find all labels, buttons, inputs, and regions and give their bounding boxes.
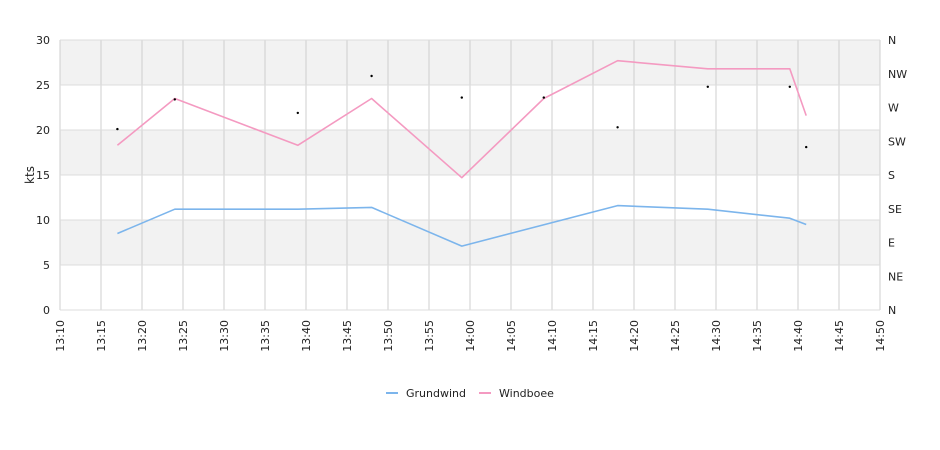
x-tick-label: 13:50 bbox=[382, 320, 395, 352]
x-tick-label: 14:40 bbox=[792, 320, 805, 352]
horizontal-gridlines bbox=[60, 39, 880, 311]
direction-points bbox=[116, 74, 808, 149]
direction-point bbox=[706, 85, 709, 89]
x-tick-label: 13:15 bbox=[95, 320, 108, 352]
x-tick-label: 14:05 bbox=[505, 320, 518, 352]
series-line-windboee bbox=[116, 59, 807, 179]
direction-tick-label: S bbox=[888, 169, 895, 182]
direction-tick-label: W bbox=[888, 102, 899, 115]
legend: Grundwind Windboee bbox=[386, 387, 554, 400]
direction-point bbox=[116, 127, 119, 131]
x-tick-label: 13:45 bbox=[341, 320, 354, 352]
direction-tick-label: N bbox=[888, 34, 896, 47]
direction-tick-label: SE bbox=[888, 203, 902, 216]
x-tick-label: 14:10 bbox=[546, 320, 559, 352]
direction-tick-label: SW bbox=[888, 135, 906, 148]
legend-label: Windboee bbox=[499, 387, 554, 400]
y-tick-label: 30 bbox=[36, 34, 50, 47]
x-tick-label: 13:55 bbox=[423, 320, 436, 352]
y-tick-label: 5 bbox=[43, 259, 50, 272]
direction-point bbox=[542, 96, 545, 99]
x-tick-label: 13:25 bbox=[177, 320, 190, 352]
y-tick-label: 10 bbox=[36, 214, 50, 227]
x-tick-label: 14:25 bbox=[669, 320, 682, 352]
direction-point bbox=[460, 96, 463, 99]
x-tick-label: 14:20 bbox=[628, 320, 641, 352]
series-layer bbox=[116, 59, 807, 247]
series-line-grundwind bbox=[117, 204, 807, 247]
y-axis-title: kts bbox=[23, 166, 37, 184]
y-tick-label: 0 bbox=[43, 304, 50, 317]
direction-point bbox=[805, 145, 808, 149]
x-tick-label: 13:40 bbox=[300, 320, 313, 352]
direction-point bbox=[296, 111, 299, 115]
legend-label: Grundwind bbox=[406, 387, 466, 400]
x-tick-label: 13:10 bbox=[54, 320, 67, 352]
x-tick-label: 14:15 bbox=[587, 320, 600, 352]
direction-tick-label: NW bbox=[888, 68, 907, 81]
x-axis-ticks: 13:10 13:15 13:20 13:25 13:30 13:35 13:40 13:45… bbox=[54, 320, 887, 352]
right-axis-ticks: N NE E SE S SW W NW N bbox=[888, 34, 907, 317]
y-axis-ticks: 0 5 10 15 20 25 30 bbox=[36, 34, 50, 317]
x-tick-label: 14:50 bbox=[874, 320, 887, 352]
direction-point bbox=[788, 85, 791, 89]
direction-tick-label: N bbox=[888, 304, 896, 317]
y-tick-label: 20 bbox=[36, 124, 50, 137]
x-tick-label: 14:00 bbox=[464, 320, 477, 352]
y-tick-label: 25 bbox=[36, 79, 50, 92]
y-tick-label: 15 bbox=[36, 169, 50, 182]
direction-tick-label: NE bbox=[888, 270, 903, 283]
x-tick-label: 14:30 bbox=[710, 320, 723, 352]
direction-tick-label: E bbox=[888, 237, 895, 250]
direction-point bbox=[370, 74, 373, 78]
x-tick-label: 14:35 bbox=[751, 320, 764, 352]
x-tick-label: 13:30 bbox=[218, 320, 231, 352]
direction-point bbox=[616, 126, 619, 129]
x-tick-label: 13:20 bbox=[136, 320, 149, 352]
direction-point bbox=[173, 98, 176, 101]
x-tick-label: 14:45 bbox=[833, 320, 846, 352]
x-tick-label: 13:35 bbox=[259, 320, 272, 352]
